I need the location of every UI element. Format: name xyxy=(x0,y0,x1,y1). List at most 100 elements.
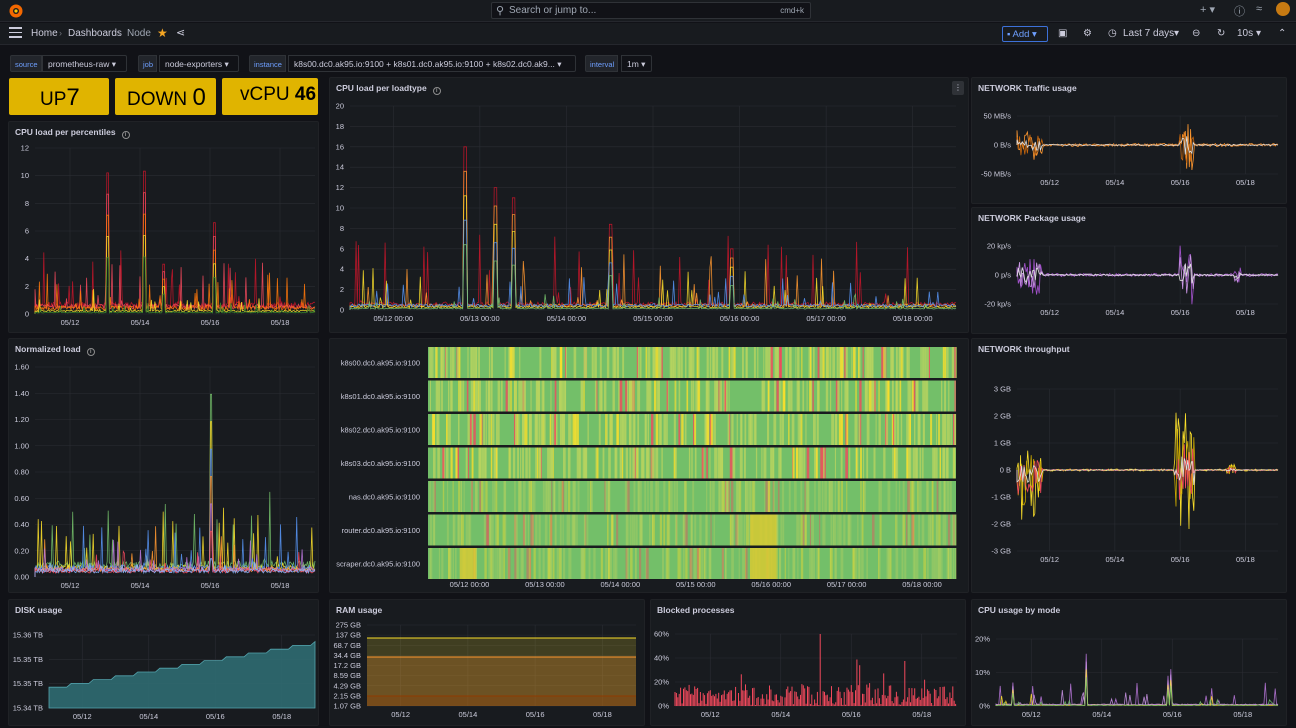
heatmap-cell xyxy=(639,514,643,546)
heatmap-cell xyxy=(890,347,892,378)
heatmap-cell xyxy=(469,414,472,445)
heatmap-cell xyxy=(745,481,747,512)
info-icon[interactable]: i xyxy=(432,87,441,95)
variable-value: prometheus-raw xyxy=(48,59,110,69)
info-icon[interactable]: i xyxy=(86,348,95,356)
new-icon[interactable]: + ▾ xyxy=(1200,4,1216,16)
y-tick-label: 12 xyxy=(336,183,344,192)
share-icon[interactable]: ⋖ xyxy=(176,27,186,39)
heatmap-cell xyxy=(744,447,746,479)
menu-icon[interactable] xyxy=(9,27,22,39)
chevron-down-icon[interactable]: ▾ xyxy=(1174,28,1180,39)
x-tick-label: 05/12 xyxy=(73,712,92,721)
panel-cpu-percentiles[interactable]: CPU load per percentiles i 12 10 8 6 4 2 0 05/12… xyxy=(8,121,319,333)
heatmap-cell xyxy=(697,548,700,579)
heatmap-cell xyxy=(624,481,628,512)
stat-vcpu[interactable]: vCPU 46 xyxy=(222,78,318,115)
panel-net-package[interactable]: NETWORK Package usage 20 kp/s 0 p/s -20 kp… xyxy=(971,207,1287,334)
zoom-out-icon[interactable]: ⊖ xyxy=(1192,28,1201,39)
heatmap-cell xyxy=(941,380,943,412)
panel-net-traffic[interactable]: NETWORK Traffic usage 50 MB/s 0 B/s -50 MB… xyxy=(971,77,1287,204)
save-icon[interactable]: ▣ xyxy=(1058,28,1068,39)
panel-net-throughput[interactable]: NETWORK throughput 3 GB 2 GB 1 GB 0 B -1 GB -… xyxy=(971,338,1287,593)
heatmap-cell xyxy=(748,481,751,512)
search-input[interactable]: ⚲ Search or jump to... cmd+k xyxy=(491,2,811,19)
news-icon[interactable]: ≈ xyxy=(1256,3,1263,15)
heatmap-cell xyxy=(467,414,470,445)
heatmap-cell xyxy=(856,447,858,479)
stat-down[interactable]: DOWN 0 xyxy=(115,78,216,115)
breadcrumb-dashboards[interactable]: Dashboards xyxy=(68,28,122,39)
heatmap-cell xyxy=(731,414,734,445)
gear-icon[interactable]: ⚙ xyxy=(1083,28,1092,39)
heatmap-cell xyxy=(673,414,676,445)
panel-disk-usage[interactable]: DISK usage 15.36 TB 15.35 TB 15.35 TB 15.34… xyxy=(8,599,319,726)
panel-ram-usage[interactable]: RAM usage 275 GB 137 GB 68.7 GB 34.4 GB 17.2… xyxy=(329,599,645,726)
heatmap-cell xyxy=(635,548,637,579)
chevron-down-icon[interactable]: ▾ xyxy=(1256,28,1262,39)
heatmap-cell xyxy=(952,514,954,546)
heatmap-cell xyxy=(789,347,792,378)
heatmap-cell xyxy=(629,414,631,445)
heatmap-cell xyxy=(954,414,957,445)
heatmap-cell xyxy=(725,548,727,579)
heatmap-cell xyxy=(522,514,525,546)
heatmap-cell xyxy=(549,548,553,579)
series-line xyxy=(1016,131,1279,164)
heatmap-cell xyxy=(553,481,556,512)
heatmap-cell xyxy=(802,514,805,546)
heatmap-cell xyxy=(747,481,749,512)
heatmap-cell xyxy=(831,414,835,445)
help-icon[interactable]: ⓘ xyxy=(1234,6,1245,18)
heatmap-cell xyxy=(902,481,905,512)
variable-select-source[interactable]: prometheus-raw ▾ xyxy=(42,55,127,72)
variable-select-instance[interactable]: k8s00.dc0.ak95.io:9100 + k8s01.dc0.ak95.… xyxy=(288,55,576,72)
series-line xyxy=(995,677,1278,706)
heatmap-cell xyxy=(808,347,812,378)
panel-cpu-loadtype[interactable]: CPU load per loadtype i ⋮ 20 18 16 14 12 10 8 6 4… xyxy=(329,77,969,333)
breadcrumb-home[interactable]: Home xyxy=(31,28,58,39)
heatmap-cell xyxy=(787,380,790,412)
time-range-picker[interactable]: Last 7 days xyxy=(1123,28,1175,39)
heatmap-cell xyxy=(706,414,709,445)
heatmap-cell xyxy=(922,447,924,479)
series-line xyxy=(995,653,1279,706)
variable-select-job[interactable]: node-exporters ▾ xyxy=(159,55,239,72)
avatar[interactable] xyxy=(1276,2,1290,16)
heatmap-cell xyxy=(484,447,487,479)
heatmap-cell xyxy=(885,380,888,412)
heatmap-cell xyxy=(572,481,575,512)
heatmap-cell xyxy=(692,380,695,412)
heatmap-cell xyxy=(855,548,858,579)
x-tick-label: 05/18 xyxy=(271,581,290,590)
heatmap-cell xyxy=(610,514,613,546)
panel-cpu-mode[interactable]: CPU usage by mode 20% 10% 0% 05/12 05/14 05/1… xyxy=(971,599,1287,726)
collapse-icon[interactable]: ⌃ xyxy=(1278,28,1287,39)
variable-select-interval[interactable]: 1m ▾ xyxy=(621,55,652,72)
heatmap-cell xyxy=(663,414,667,445)
heatmap-cell xyxy=(820,447,823,479)
star-icon[interactable]: ★ xyxy=(157,26,168,40)
heatmap-cell xyxy=(445,347,448,378)
info-icon[interactable]: i xyxy=(121,131,130,139)
heatmap-cell xyxy=(709,347,712,378)
panel-normalized-load[interactable]: Normalized load i 1.60 1.40 1.20 1.00 0.80 0.6… xyxy=(8,338,319,593)
panel-title: Normalized load i xyxy=(15,344,95,356)
heatmap-cell xyxy=(490,347,493,378)
refresh-interval-picker[interactable]: 10s xyxy=(1237,28,1254,39)
panel-blocked-processes[interactable]: Blocked processes 60% 40% 20% 0% 05/12 05/14 0… xyxy=(650,599,966,726)
heatmap-cell xyxy=(832,347,835,378)
refresh-icon[interactable]: ↻ xyxy=(1217,28,1226,39)
panel-menu-icon[interactable]: ⋮ xyxy=(952,81,964,95)
add-button[interactable]: ▪ Add ▾ xyxy=(1002,26,1048,42)
stat-up[interactable]: UP7 xyxy=(9,78,109,115)
y-tick-label: 20% xyxy=(975,635,990,644)
heatmap-cell xyxy=(817,548,820,579)
grafana-logo-icon[interactable] xyxy=(8,3,24,19)
panel-heatmap[interactable]: k8s00.dc0.ak95.io:9100 k8s01.dc0.ak95.io:… xyxy=(329,338,969,593)
heatmap-cell xyxy=(483,414,485,445)
heatmap-cell xyxy=(871,380,874,412)
heatmap-cell xyxy=(873,447,876,479)
heatmap-cell xyxy=(583,380,585,412)
heatmap-cell xyxy=(706,514,708,546)
